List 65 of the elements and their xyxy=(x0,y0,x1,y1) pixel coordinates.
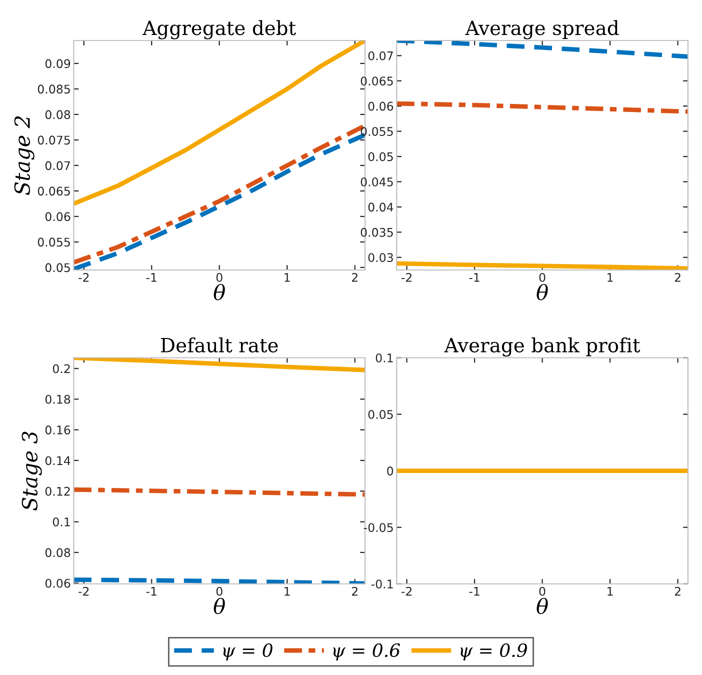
x-tick-label: 1 xyxy=(284,587,290,596)
y-tick-label: 0.14 xyxy=(45,456,70,466)
y-tick-label: 0.2 xyxy=(52,364,70,374)
legend-label: ψ = 0 xyxy=(223,643,272,661)
x-tick-label: 2 xyxy=(352,272,358,282)
x-tick-label: 1 xyxy=(608,587,613,596)
y-tick-label: 0.06 xyxy=(45,578,70,588)
line-series xyxy=(396,101,688,114)
y-tick-label: 0.065 xyxy=(38,186,70,196)
x-axis-title: θ xyxy=(214,284,225,300)
chart-title: Average bank profit xyxy=(444,337,640,357)
y-axis-title: Stage 3 xyxy=(22,432,42,511)
y-tick-label: 0.045 xyxy=(360,177,393,186)
y-tick-label: 0.06 xyxy=(368,102,394,111)
y-tick-label: 0 xyxy=(387,466,394,476)
y-tick-label: 0.09 xyxy=(45,59,70,68)
chart-title: Average spread xyxy=(465,20,619,40)
x-axis-title: θ xyxy=(536,284,548,300)
y-tick-label: 0.06 xyxy=(45,212,70,222)
x-tick-label: -2 xyxy=(78,272,89,282)
x-axis-title: θ xyxy=(536,598,548,614)
x-tick-label: -2 xyxy=(401,586,412,596)
x-tick-label: 1 xyxy=(284,273,290,282)
x-tick-label: 0 xyxy=(216,272,222,282)
y-tick-label: 0.07 xyxy=(368,51,393,60)
y-tick-label: 0.03 xyxy=(368,253,393,262)
y-tick-label: 0.1 xyxy=(52,518,70,526)
y-tick-label: 0.04 xyxy=(368,202,394,212)
y-tick-label: 0.055 xyxy=(38,238,70,247)
y-tick-label: 0.05 xyxy=(368,410,393,419)
y-tick-label: 0.16 xyxy=(45,426,70,434)
x-tick-label: -1 xyxy=(146,273,156,282)
x-tick-label: -1 xyxy=(469,587,480,596)
x-tick-label: -2 xyxy=(78,586,89,596)
x-tick-label: 2 xyxy=(352,586,358,596)
x-tick-label: 1 xyxy=(608,273,613,282)
legend-label: ψ = 0.9 xyxy=(460,643,527,661)
y-tick-label: 0.08 xyxy=(45,548,70,558)
legend-label: ψ = 0.6 xyxy=(333,643,400,661)
y-axis-title: Stage 2 xyxy=(14,116,34,195)
x-tick-label: 0 xyxy=(216,586,222,596)
y-tick-label: 0.05 xyxy=(368,152,393,162)
chart-title: Aggregate debt xyxy=(142,20,296,40)
chart-title: Default rate xyxy=(161,337,278,352)
y-tick-label: -0.05 xyxy=(364,523,393,532)
y-tick-label: 0.05 xyxy=(45,263,70,272)
y-tick-label: 0.18 xyxy=(45,394,70,404)
x-tick-label: 0 xyxy=(539,586,546,596)
y-tick-label: 0.07 xyxy=(45,161,70,170)
y-tick-label: 0.12 xyxy=(45,486,70,496)
y-tick-label: 0.065 xyxy=(360,76,393,86)
x-axis-title: θ xyxy=(214,598,225,614)
x-tick-label: -2 xyxy=(401,272,412,282)
y-tick-label: 0.08 xyxy=(45,110,70,120)
x-tick-label: 0 xyxy=(539,272,546,282)
y-tick-label: -0.1 xyxy=(371,580,393,589)
x-tick-label: -1 xyxy=(469,273,480,282)
y-tick-label: 0.085 xyxy=(38,84,70,94)
y-tick-label: 0.075 xyxy=(38,136,70,145)
x-tick-label: 2 xyxy=(674,586,680,596)
y-tick-label: 0.055 xyxy=(360,127,393,136)
x-tick-label: -1 xyxy=(146,587,156,596)
y-tick-label: 0.035 xyxy=(360,228,393,237)
y-tick-label: 0.1 xyxy=(376,353,393,362)
x-tick-label: 2 xyxy=(674,272,680,282)
